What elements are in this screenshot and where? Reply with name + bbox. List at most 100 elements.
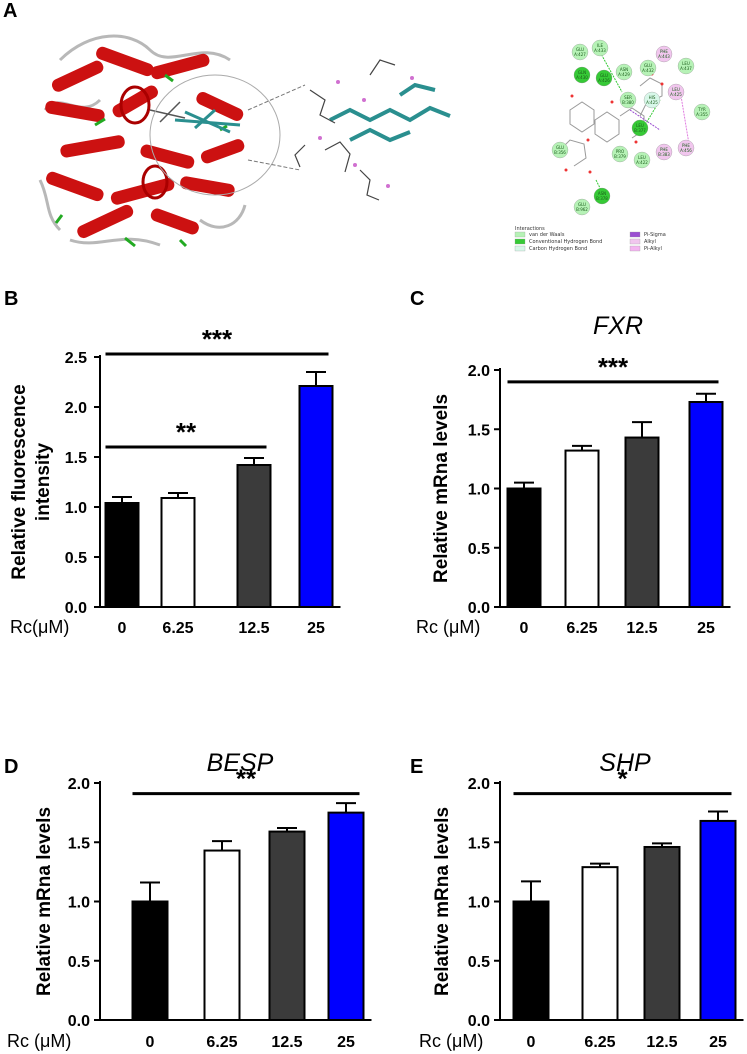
residue-label: HIS	[649, 95, 656, 100]
y-tick-label: 2.0	[68, 776, 90, 793]
bar-25	[327, 811, 365, 1021]
legend-item: Conventional Hydrogen Bond	[514, 238, 602, 245]
y-tick-label: 1.0	[65, 500, 87, 517]
bar-6.25	[203, 849, 241, 1021]
bar-12.5	[624, 436, 660, 609]
legend-label: Pi-Alkyl	[644, 246, 662, 252]
legend-item: Carbon Hydrogen Bond	[514, 245, 587, 252]
bar-25	[688, 400, 724, 608]
x-tick-label: 12.5	[271, 1034, 302, 1051]
y-tick-label: 2.0	[65, 400, 87, 417]
x-axis-label: Rc (μM)	[416, 617, 480, 637]
residue-label: SER	[624, 95, 632, 100]
panel-letter-e: E	[410, 756, 423, 778]
bar-12.5	[236, 464, 272, 608]
chart-title: BESP	[207, 749, 274, 777]
y-tick-label: 0.0	[68, 1013, 90, 1030]
legend-item: Alkyl	[629, 238, 656, 245]
residue-label: ASN	[598, 191, 606, 196]
residue-label: B:377	[634, 128, 646, 133]
x-tick-label: 12.5	[646, 1034, 677, 1051]
protein-structure-illustration	[38, 34, 306, 248]
residue-label: A:456	[680, 148, 692, 153]
panel-c: C FXR 0.0 0.5 1.0 1.5 2.0 Relative mRna levels R…	[410, 288, 731, 637]
legend-label: Carbon Hydrogen Bond	[529, 246, 587, 252]
legend-label: Conventional Hydrogen Bond	[529, 239, 602, 245]
x-tick-label: 25	[337, 1034, 355, 1051]
y-axis-label: Relative mRna levels	[431, 394, 452, 583]
y-tick-label: 0.5	[468, 541, 490, 558]
x-tick-label: 0	[146, 1034, 155, 1051]
residue-label: LEU	[672, 87, 680, 92]
ligand-zoom-illustration	[294, 59, 451, 201]
x-tick-label: 25	[307, 620, 325, 637]
residue-label: B:383	[658, 152, 670, 157]
bar-0	[104, 502, 140, 608]
x-tick-label: 25	[697, 620, 715, 637]
y-tick-label: 0.5	[68, 954, 90, 971]
y-axis-label: Relative fluorescence intensity	[9, 384, 54, 579]
residue-label: GLN	[578, 70, 586, 75]
residue-label: A:429	[618, 72, 630, 77]
residue-label: GLU	[556, 145, 564, 150]
bar-0	[512, 900, 550, 1021]
legend-swatch	[629, 245, 641, 252]
residue-label: B:962	[576, 207, 588, 212]
bar-12.5	[268, 830, 306, 1022]
residue-label: PHE	[660, 147, 668, 152]
residue-label: A:426	[598, 78, 610, 83]
y-tick-label: 2.0	[468, 363, 490, 380]
x-tick-label: 0	[118, 620, 127, 637]
x-tick-label: 0	[527, 1034, 536, 1051]
residue-label: TYR	[697, 107, 706, 112]
residue-label: A:430	[576, 75, 588, 80]
residue-label: A:355	[696, 112, 708, 117]
oxygen-atoms	[564, 72, 664, 174]
panel-letter-c: C	[410, 288, 424, 310]
panel-letter-a: A	[3, 0, 17, 22]
bar-6.25	[564, 449, 600, 608]
y-tick-label: 0.0	[468, 1013, 490, 1030]
x-tick-label: 6.25	[584, 1034, 615, 1051]
legend-title: Interactions	[515, 226, 545, 232]
panel-d: D BESP 0.0 0.5 1.0 1.5 2.0 Relative mRna levels…	[4, 749, 372, 1051]
bar-0	[131, 900, 169, 1021]
x-tick-label: 25	[709, 1034, 727, 1051]
residue-label: GLU	[644, 63, 652, 68]
panel-b: B 0.0 0.5 1.0 1.5 2.0 2.5 Relative fluorescence…	[4, 288, 341, 637]
bar-6.25	[160, 497, 196, 608]
residue-label: A:425	[646, 100, 658, 105]
legend-swatch	[629, 238, 641, 245]
legend-swatch	[629, 231, 641, 238]
bar-0	[506, 487, 542, 608]
legend-label: van der Waals	[529, 232, 565, 238]
y-tick-label: 2.0	[468, 776, 490, 793]
residue-label: PRO	[616, 149, 624, 154]
panel-letter-d: D	[4, 756, 18, 778]
chart-title: SHP	[599, 749, 651, 777]
bar-6.25	[581, 866, 619, 1022]
y-tick-label: 0.5	[65, 550, 87, 567]
legend-item: Pi-Alkyl	[629, 245, 662, 252]
residue-label: A:433	[594, 48, 606, 53]
x-axis-label: Rc(μM)	[10, 617, 69, 637]
legend-item: Pi-Sigma	[629, 231, 666, 238]
residue-label: LEU	[638, 155, 646, 160]
legend-swatch	[514, 238, 526, 245]
